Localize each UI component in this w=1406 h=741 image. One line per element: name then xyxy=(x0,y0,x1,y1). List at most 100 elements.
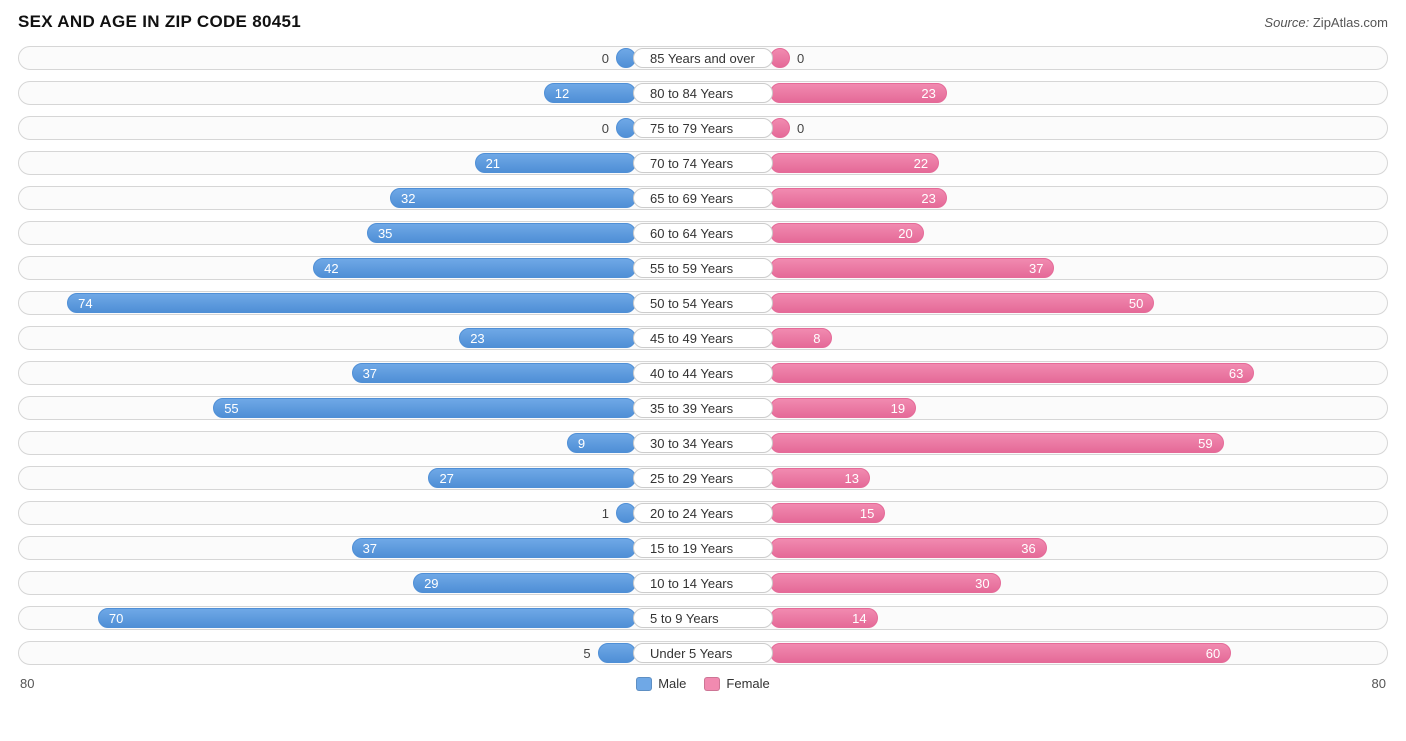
bar-female: 36 xyxy=(770,538,1047,558)
category-label: 30 to 34 Years xyxy=(633,433,773,453)
value-male: 42 xyxy=(314,261,348,276)
pyramid-row: 0075 to 79 Years xyxy=(18,116,1388,140)
value-male: 32 xyxy=(391,191,425,206)
bar-female: 37 xyxy=(770,258,1054,278)
category-label: 75 to 79 Years xyxy=(633,118,773,138)
value-male: 55 xyxy=(214,401,248,416)
category-label: 70 to 74 Years xyxy=(633,153,773,173)
legend-swatch-male xyxy=(636,677,652,691)
pyramid-row: 23845 to 49 Years xyxy=(18,326,1388,350)
chart-source: Source: ZipAtlas.com xyxy=(1264,15,1388,30)
pyramid-row: 12 23 80 to 84 Years xyxy=(18,81,1388,105)
bar-male: 37 xyxy=(352,538,636,558)
value-male: 27 xyxy=(429,471,463,486)
value-male: 5 xyxy=(583,646,598,661)
bar-female: 22 xyxy=(770,153,939,173)
bar-male: 37 xyxy=(352,363,636,383)
pyramid-row: 35 2060 to 64 Years xyxy=(18,221,1388,245)
pyramid-row: 29 3010 to 14 Years xyxy=(18,571,1388,595)
bar-female: 23 xyxy=(770,188,947,208)
legend: Male Female xyxy=(636,676,770,691)
bar-male: 74 xyxy=(67,293,636,313)
category-label: 80 to 84 Years xyxy=(633,83,773,103)
bar-female: 0 xyxy=(770,118,790,138)
chart-header: SEX AND AGE IN ZIP CODE 80451 Source: Zi… xyxy=(18,12,1388,32)
pyramid-row: 42 3755 to 59 Years xyxy=(18,256,1388,280)
category-label: 65 to 69 Years xyxy=(633,188,773,208)
value-female: 23 xyxy=(911,86,945,101)
value-female: 19 xyxy=(881,401,915,416)
category-label: 50 to 54 Years xyxy=(633,293,773,313)
value-female: 63 xyxy=(1219,366,1253,381)
pyramid-row: 9 59 30 to 34 Years xyxy=(18,431,1388,455)
chart-title: SEX AND AGE IN ZIP CODE 80451 xyxy=(18,12,301,32)
category-label: 55 to 59 Years xyxy=(633,258,773,278)
value-male: 70 xyxy=(99,611,133,626)
value-female: 15 xyxy=(850,506,884,521)
value-male: 29 xyxy=(414,576,448,591)
bar-male: 32 xyxy=(390,188,636,208)
category-label: 20 to 24 Years xyxy=(633,503,773,523)
pyramid-row: 37 63 40 to 44 Years xyxy=(18,361,1388,385)
value-male: 23 xyxy=(460,331,494,346)
bar-male: 29 xyxy=(413,573,636,593)
value-male: 9 xyxy=(568,436,595,451)
bar-male: 5 xyxy=(598,643,636,663)
bar-female: 59 xyxy=(770,433,1224,453)
value-male: 37 xyxy=(353,366,387,381)
value-female: 22 xyxy=(904,156,938,171)
legend-label-male: Male xyxy=(658,676,686,691)
bar-female: 23 xyxy=(770,83,947,103)
value-male: 0 xyxy=(602,121,617,136)
category-label: 60 to 64 Years xyxy=(633,223,773,243)
category-label: 15 to 19 Years xyxy=(633,538,773,558)
category-label: 5 to 9 Years xyxy=(633,608,773,628)
bar-female: 63 xyxy=(770,363,1254,383)
bar-male: 12 xyxy=(544,83,636,103)
legend-swatch-female xyxy=(704,677,720,691)
category-label: 10 to 14 Years xyxy=(633,573,773,593)
bar-male: 9 xyxy=(567,433,636,453)
bar-male: 21 xyxy=(475,153,636,173)
category-label: 25 to 29 Years xyxy=(633,468,773,488)
bar-male: 35 xyxy=(367,223,636,243)
legend-item-female: Female xyxy=(704,676,769,691)
bar-female: 19 xyxy=(770,398,916,418)
value-female: 59 xyxy=(1188,436,1222,451)
category-label: Under 5 Years xyxy=(633,643,773,663)
value-male: 0 xyxy=(602,51,617,66)
pyramid-row: 37 3615 to 19 Years xyxy=(18,536,1388,560)
value-female: 13 xyxy=(834,471,868,486)
value-male: 74 xyxy=(68,296,102,311)
category-label: 40 to 44 Years xyxy=(633,363,773,383)
bar-female: 15 xyxy=(770,503,885,523)
pyramid-row: 5 60Under 5 Years xyxy=(18,641,1388,665)
source-value: ZipAtlas.com xyxy=(1313,15,1388,30)
value-male: 21 xyxy=(476,156,510,171)
chart-area: 0085 Years and over122380 to 84 Years007… xyxy=(18,46,1388,665)
pyramid-row: 27 13 25 to 29 Years xyxy=(18,466,1388,490)
source-label: Source: xyxy=(1264,15,1309,30)
category-label: 35 to 39 Years xyxy=(633,398,773,418)
bar-male: 23 xyxy=(459,328,636,348)
bar-female: 0 xyxy=(770,48,790,68)
bar-female: 30 xyxy=(770,573,1001,593)
bar-female: 50 xyxy=(770,293,1154,313)
bar-male: 42 xyxy=(313,258,636,278)
bar-male: 70 xyxy=(98,608,636,628)
bar-female: 8 xyxy=(770,328,832,348)
bar-male: 27 xyxy=(428,468,636,488)
value-male: 12 xyxy=(545,86,579,101)
bar-male: 55 xyxy=(213,398,636,418)
value-male: 37 xyxy=(353,541,387,556)
chart-footer: 80 Male Female 80 xyxy=(18,676,1388,691)
bar-female: 20 xyxy=(770,223,924,243)
value-male: 35 xyxy=(368,226,402,241)
value-female: 0 xyxy=(789,121,804,136)
value-male: 1 xyxy=(602,506,617,521)
pyramid-row: 70145 to 9 Years xyxy=(18,606,1388,630)
pyramid-row: 1 15 20 to 24 Years xyxy=(18,501,1388,525)
category-label: 85 Years and over xyxy=(633,48,773,68)
pyramid-row: 74 5050 to 54 Years xyxy=(18,291,1388,315)
bar-female: 60 xyxy=(770,643,1231,663)
